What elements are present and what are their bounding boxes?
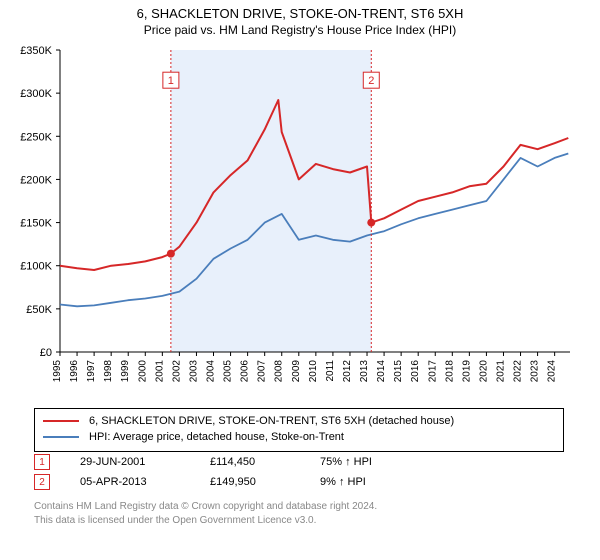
event-date: 29-JUN-2001 [80, 456, 210, 468]
footer-line: Contains HM Land Registry data © Crown c… [34, 500, 564, 514]
page-title: 6, SHACKLETON DRIVE, STOKE-ON-TRENT, ST6… [0, 6, 600, 21]
svg-text:£150K: £150K [20, 218, 52, 230]
event-price: £114,450 [210, 456, 320, 468]
svg-text:£50K: £50K [26, 304, 52, 316]
svg-text:2006: 2006 [240, 360, 251, 383]
legend: 6, SHACKLETON DRIVE, STOKE-ON-TRENT, ST6… [34, 408, 564, 452]
event-row: 2 05-APR-2013 £149,950 9% ↑ HPI [34, 472, 372, 492]
svg-text:2003: 2003 [188, 360, 199, 383]
event-price: £149,950 [210, 476, 320, 488]
svg-text:2002: 2002 [171, 360, 182, 383]
legend-swatch [43, 436, 79, 438]
footer-line: This data is licensed under the Open Gov… [34, 514, 564, 528]
svg-text:1: 1 [168, 75, 174, 87]
footer: Contains HM Land Registry data © Crown c… [34, 500, 564, 527]
svg-text:2021: 2021 [495, 360, 506, 383]
svg-text:£100K: £100K [20, 261, 52, 273]
event-num-text: 2 [39, 477, 45, 488]
event-date: 05-APR-2013 [80, 476, 210, 488]
legend-item: HPI: Average price, detached house, Stok… [43, 429, 555, 445]
svg-text:2000: 2000 [137, 360, 148, 383]
event-delta: 75% ↑ HPI [320, 456, 372, 468]
svg-text:£350K: £350K [20, 45, 52, 57]
svg-text:2018: 2018 [444, 360, 455, 383]
legend-item: 6, SHACKLETON DRIVE, STOKE-ON-TRENT, ST6… [43, 413, 555, 429]
svg-text:1995: 1995 [52, 360, 63, 383]
svg-text:2015: 2015 [393, 360, 404, 383]
svg-text:1998: 1998 [103, 360, 114, 383]
svg-text:£200K: £200K [20, 174, 52, 186]
svg-text:2013: 2013 [359, 360, 370, 383]
events-table: 1 29-JUN-2001 £114,450 75% ↑ HPI 2 05-AP… [34, 452, 372, 492]
svg-text:1997: 1997 [86, 360, 97, 383]
svg-text:£250K: £250K [20, 131, 52, 143]
svg-text:1999: 1999 [120, 360, 131, 383]
event-marker: 1 [34, 454, 50, 470]
chart: £0£50K£100K£150K£200K£250K£300K£350K1995… [50, 44, 580, 394]
svg-text:2022: 2022 [513, 360, 524, 383]
svg-text:2016: 2016 [410, 360, 421, 383]
svg-text:2008: 2008 [274, 360, 285, 383]
svg-text:1996: 1996 [69, 360, 80, 383]
svg-text:2005: 2005 [223, 360, 234, 383]
svg-text:2004: 2004 [206, 360, 217, 383]
svg-text:2009: 2009 [291, 360, 302, 383]
svg-text:2020: 2020 [478, 360, 489, 383]
svg-text:2007: 2007 [257, 360, 268, 383]
svg-text:2001: 2001 [154, 360, 165, 383]
svg-text:2: 2 [368, 75, 374, 87]
legend-label: HPI: Average price, detached house, Stok… [89, 431, 344, 443]
svg-text:2012: 2012 [342, 360, 353, 383]
legend-swatch [43, 420, 79, 422]
page-subtitle: Price paid vs. HM Land Registry's House … [0, 23, 600, 37]
svg-text:2019: 2019 [461, 360, 472, 383]
svg-text:2011: 2011 [325, 360, 336, 382]
legend-label: 6, SHACKLETON DRIVE, STOKE-ON-TRENT, ST6… [89, 415, 454, 427]
svg-text:2010: 2010 [308, 360, 319, 383]
svg-text:2017: 2017 [427, 360, 438, 383]
svg-text:£300K: £300K [20, 88, 52, 100]
svg-text:2023: 2023 [530, 360, 541, 383]
svg-text:£0: £0 [40, 347, 52, 359]
event-marker: 2 [34, 474, 50, 490]
svg-text:2024: 2024 [547, 360, 558, 383]
event-num-text: 1 [39, 457, 45, 468]
event-delta: 9% ↑ HPI [320, 476, 366, 488]
svg-text:2014: 2014 [376, 360, 387, 383]
event-row: 1 29-JUN-2001 £114,450 75% ↑ HPI [34, 452, 372, 472]
